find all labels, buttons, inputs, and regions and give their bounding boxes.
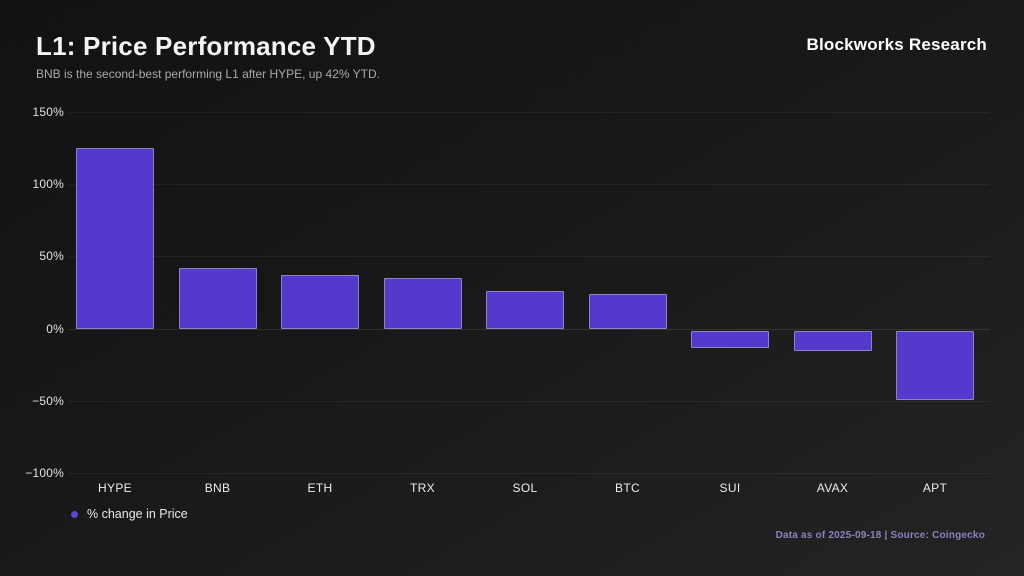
gridline-50 [68,256,990,258]
blockworks-research-logo: Blockworks Research [806,35,987,54]
bar-apt [896,330,974,400]
bar-sui [691,330,769,348]
gridline-0 [68,328,990,330]
chart-subtitle: BNB is the second-best performing L1 aft… [36,67,380,81]
legend-marker-dot [71,510,78,518]
x-axis-label-avax: AVAX [816,481,849,495]
x-axis-label-sol: SOL [512,481,538,495]
y-axis-tick-label: 50% [39,249,64,264]
legend: % change in Price [71,507,188,521]
x-axis-label-bnb: BNB [204,481,231,495]
gridline--50 [68,400,990,402]
y-axis-tick-label: 100% [32,177,64,192]
gridline--100 [68,473,990,474]
bar-bnb [178,268,257,329]
x-axis-label-sui: SUI [719,481,741,495]
x-axis-label-btc: BTC [615,481,640,495]
bar-btc [588,293,667,329]
chart-title: L1: Price Performance YTD [36,31,376,61]
y-axis-tick-label: 0% [46,321,64,336]
bar-trx [383,278,462,329]
source-note: Data as of 2025-09-18 | Source: Coingeck… [775,530,985,541]
x-axis-label-eth: ETH [307,481,333,495]
y-axis-tick-label: −100% [25,466,64,480]
bar-avax [793,330,872,351]
y-axis-tick-label: 150% [32,105,64,119]
y-axis-tick-label: −50% [32,393,64,408]
x-axis-label-apt: APT [922,481,948,495]
gridline-100 [68,184,990,186]
bar-eth [281,275,359,329]
x-axis-label-hype: HYPE [98,481,132,495]
bar-sol [486,291,564,329]
bar-hype [76,148,154,329]
legend-label: % change in Price [87,507,188,521]
x-axis-label-trx: TRX [410,481,435,495]
gridline-150 [68,112,990,113]
